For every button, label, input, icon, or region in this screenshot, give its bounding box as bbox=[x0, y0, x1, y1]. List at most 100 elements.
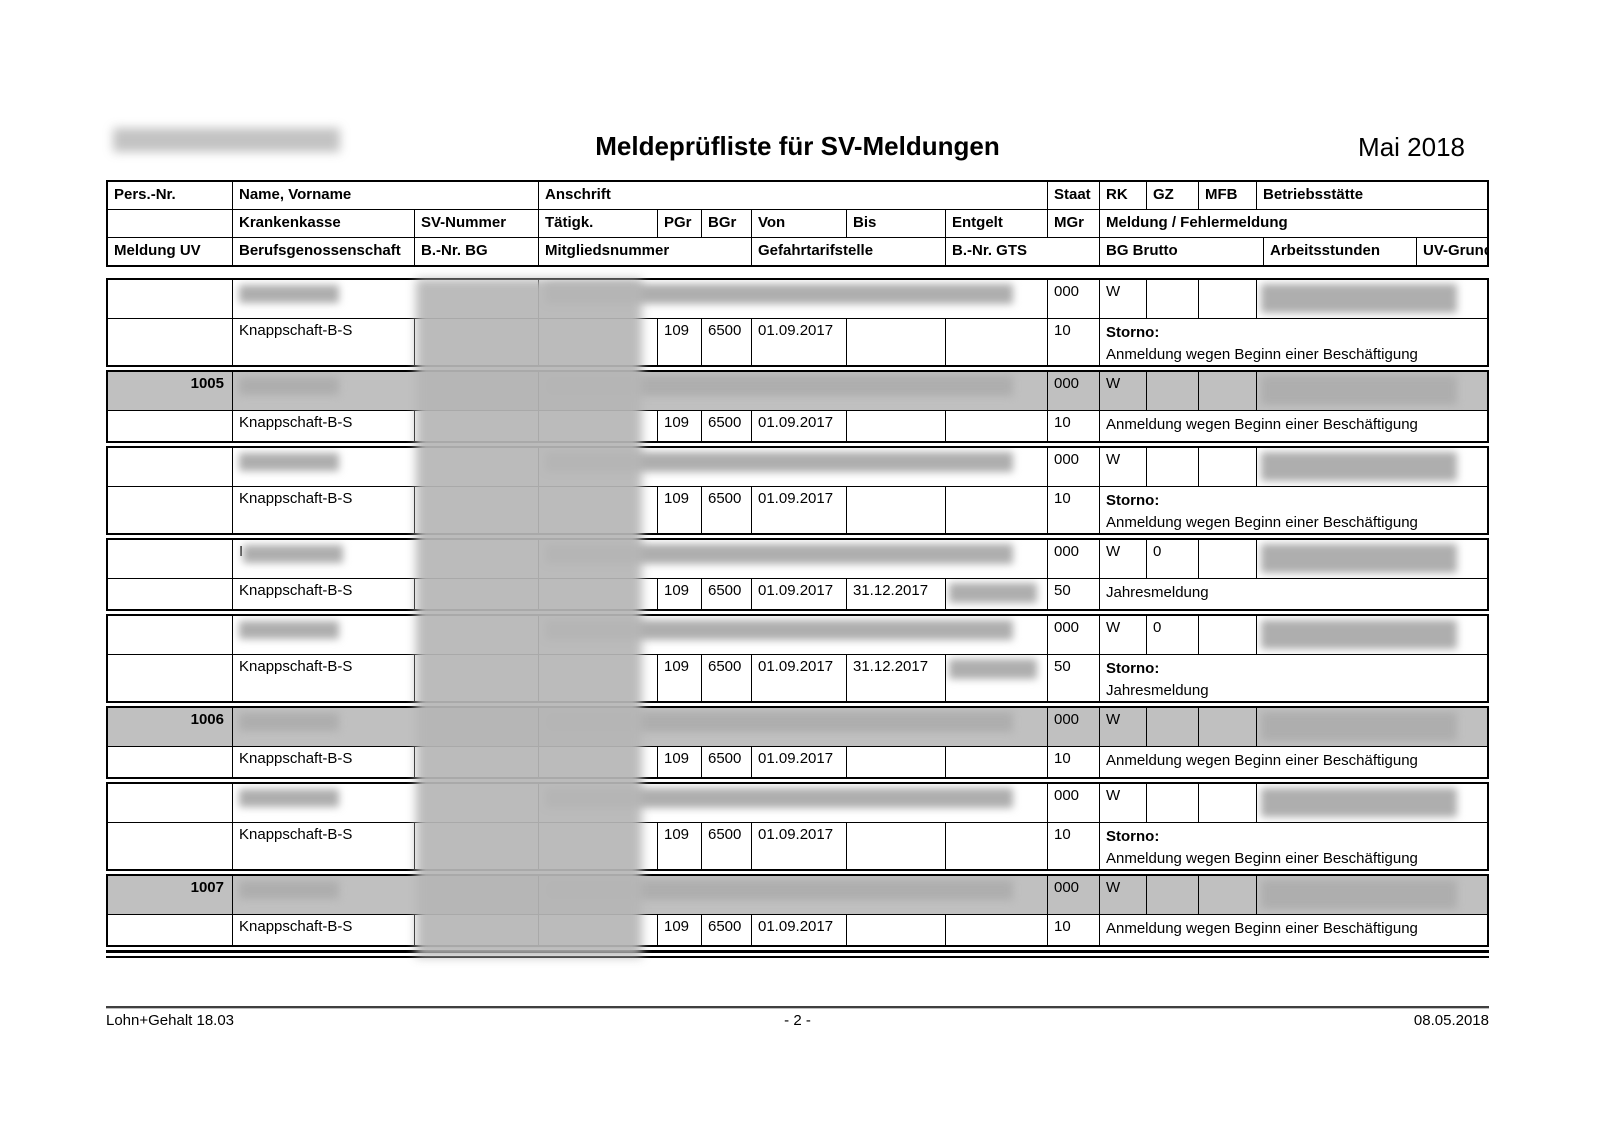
taet-cell bbox=[539, 487, 658, 533]
rk-cell: W bbox=[1100, 616, 1147, 654]
gz-cell bbox=[1147, 784, 1199, 822]
header-mitgliedsnummer: Mitgliedsnummer bbox=[539, 238, 752, 265]
redacted-address bbox=[545, 376, 1013, 396]
meldung-row: Knappschaft-B-S 109 6500 01.09.2017 10 Anmeld… bbox=[108, 914, 1487, 945]
header-bnr-bg: B.-Nr. BG bbox=[415, 238, 539, 265]
person-row: 1007 000 W bbox=[108, 876, 1487, 914]
header-row-1: Pers.-Nr. Name, Vorname Anschrift Staat … bbox=[108, 182, 1487, 209]
rk-cell: W bbox=[1100, 784, 1147, 822]
meldung-cell: Storno: Anmeldung wegen Beginn einer Besc… bbox=[1100, 823, 1487, 869]
pers2-cell bbox=[108, 747, 233, 777]
pers2-cell bbox=[108, 411, 233, 441]
redacted-betriebsstaette bbox=[1261, 544, 1457, 573]
pers-cell: 1006 bbox=[108, 708, 233, 746]
redacted-name bbox=[239, 713, 339, 731]
header-row-3: Meldung UV Berufsgenossenschaft B.-Nr. B… bbox=[108, 237, 1487, 265]
betriebsstaette-cell bbox=[1257, 448, 1487, 486]
redacted-name bbox=[239, 453, 339, 471]
betriebsstaette-cell bbox=[1257, 372, 1487, 410]
bgr-cell: 6500 bbox=[702, 487, 752, 533]
rk-cell: W bbox=[1100, 540, 1147, 578]
gz-cell bbox=[1147, 876, 1199, 914]
von-cell: 01.09.2017 bbox=[752, 579, 847, 609]
staat-cell: 000 bbox=[1048, 784, 1100, 822]
person-row: 000 W bbox=[108, 280, 1487, 318]
meldung-text: Anmeldung wegen Beginn einer Beschäftigu… bbox=[1106, 752, 1418, 769]
mgr-cell: 10 bbox=[1048, 747, 1100, 777]
staat-cell: 000 bbox=[1048, 876, 1100, 914]
redacted-entgelt bbox=[949, 659, 1037, 679]
meldung-text: Anmeldung wegen Beginn einer Beschäftigu… bbox=[1106, 416, 1418, 433]
meldung-storno-label: Storno: bbox=[1106, 492, 1160, 509]
pgr-cell: 109 bbox=[658, 823, 702, 869]
ansch-cell bbox=[539, 372, 1048, 410]
betriebsstaette-cell bbox=[1257, 784, 1487, 822]
header-gefahrtarifstelle: Gefahrtarifstelle bbox=[752, 238, 946, 265]
header-pers-nr: Pers.-Nr. bbox=[108, 182, 233, 209]
meldung-cell: Anmeldung wegen Beginn einer Beschäftigu… bbox=[1100, 747, 1487, 777]
von-cell: 01.09.2017 bbox=[752, 487, 847, 533]
header-meldung-uv: Meldung UV bbox=[108, 238, 233, 265]
header-entgelt: Entgelt bbox=[946, 210, 1048, 237]
meldung-text: Anmeldung wegen Beginn einer Beschäftigu… bbox=[1106, 850, 1418, 867]
mgr-cell: 10 bbox=[1048, 411, 1100, 441]
von-cell: 01.09.2017 bbox=[752, 915, 847, 945]
bis-cell bbox=[847, 915, 946, 945]
meldung-row: Knappschaft-B-S 109 6500 01.09.2017 10 Anmeld… bbox=[108, 746, 1487, 777]
redacted-name bbox=[239, 377, 339, 395]
header-betriebsstaette: Betriebsstätte bbox=[1263, 186, 1364, 203]
meldung-row: Knappschaft-B-S 109 6500 01.09.2017 31.12.20… bbox=[108, 578, 1487, 609]
kk-cell: Knappschaft-B-S bbox=[233, 411, 415, 441]
pers-cell bbox=[108, 540, 233, 578]
pgr-cell: 109 bbox=[658, 487, 702, 533]
taet-cell bbox=[539, 747, 658, 777]
redacted-betriebsstaette bbox=[1261, 376, 1457, 405]
header-anschrift: Anschrift bbox=[539, 182, 1048, 209]
meldung-text: Jahresmeldung bbox=[1106, 584, 1209, 601]
meldung-row: Knappschaft-B-S 109 6500 01.09.2017 10 Storno… bbox=[108, 486, 1487, 533]
pers2-cell bbox=[108, 915, 233, 945]
taet-cell bbox=[539, 655, 658, 701]
footer-program-version: Lohn+Gehalt 18.03 bbox=[106, 1012, 235, 1029]
meldung-cell: Storno: Anmeldung wegen Beginn einer Besc… bbox=[1100, 487, 1487, 533]
ansch-cell bbox=[539, 708, 1048, 746]
meldung-cell: Anmeldung wegen Beginn einer Beschäftigu… bbox=[1100, 915, 1487, 945]
rk-cell: W bbox=[1100, 280, 1147, 318]
betriebsstaette-cell bbox=[1257, 616, 1487, 654]
header-row-2: Krankenkasse SV-Nummer Tätigk. PGr BGr V… bbox=[108, 209, 1487, 237]
staat-cell: 000 bbox=[1048, 616, 1100, 654]
staat-cell: 000 bbox=[1048, 708, 1100, 746]
header-pgr: PGr bbox=[658, 210, 702, 237]
ent-cell bbox=[946, 915, 1048, 945]
staat-cell: 000 bbox=[1048, 280, 1100, 318]
header-bgr: BGr bbox=[702, 210, 752, 237]
mfb-cell bbox=[1199, 280, 1257, 318]
betriebsstaette-cell bbox=[1257, 280, 1487, 318]
person-row: 000 W 0 bbox=[108, 616, 1487, 654]
pgr-cell: 109 bbox=[658, 319, 702, 365]
redacted-betriebsstaette bbox=[1261, 788, 1457, 817]
header-staat: Staat bbox=[1048, 182, 1100, 209]
taet-cell bbox=[539, 823, 658, 869]
pers2-cell bbox=[108, 579, 233, 609]
header-name-vorname: Name, Vorname bbox=[233, 182, 539, 209]
gz-cell bbox=[1147, 372, 1199, 410]
ansch-cell bbox=[539, 784, 1048, 822]
redacted-address bbox=[545, 620, 1013, 640]
redacted-name bbox=[239, 621, 339, 639]
person-row: 000 W bbox=[108, 448, 1487, 486]
redacted-betriebsstaette bbox=[1261, 284, 1457, 313]
ent-cell bbox=[946, 487, 1048, 533]
kk-cell: Knappschaft-B-S bbox=[233, 487, 415, 533]
bottom-rule-thin bbox=[106, 956, 1489, 958]
rk-cell: W bbox=[1100, 448, 1147, 486]
pgr-cell: 109 bbox=[658, 915, 702, 945]
rk-cell: W bbox=[1100, 708, 1147, 746]
betriebsstaette-cell bbox=[1257, 540, 1487, 578]
report-period: Mai 2018 bbox=[1358, 132, 1465, 162]
pers2-cell bbox=[108, 823, 233, 869]
employee-group-8: 1007 000 W Knappschaft-B-S 109 6500 01.09.2017… bbox=[106, 874, 1489, 947]
von-cell: 01.09.2017 bbox=[752, 319, 847, 365]
meldung-storno-label: Storno: bbox=[1106, 324, 1160, 341]
bgr-cell: 6500 bbox=[702, 823, 752, 869]
